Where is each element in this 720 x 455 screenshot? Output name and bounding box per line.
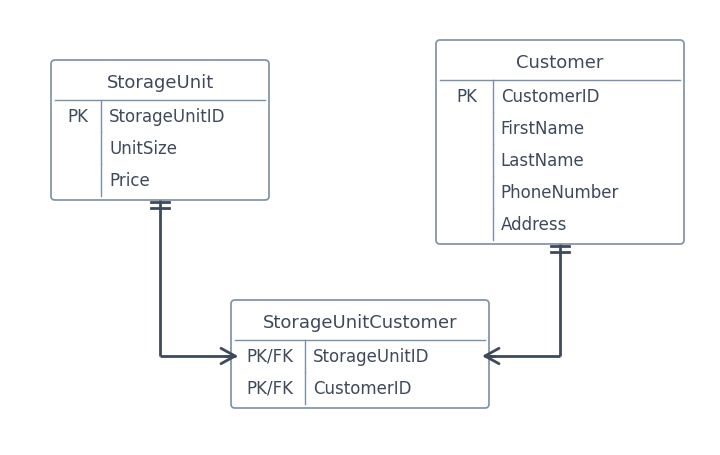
Text: StorageUnitCustomer: StorageUnitCustomer [263, 313, 457, 331]
Text: FirstName: FirstName [501, 120, 585, 138]
FancyBboxPatch shape [436, 41, 684, 244]
Text: PK: PK [456, 88, 477, 106]
Text: PK/FK: PK/FK [246, 379, 294, 397]
Text: CustomerID: CustomerID [313, 379, 412, 397]
Text: Price: Price [109, 172, 150, 190]
Text: StorageUnit: StorageUnit [107, 74, 214, 92]
Text: CustomerID: CustomerID [501, 88, 599, 106]
Text: PK/FK: PK/FK [246, 347, 294, 365]
FancyBboxPatch shape [51, 61, 269, 201]
FancyBboxPatch shape [231, 300, 489, 408]
Text: StorageUnitID: StorageUnitID [109, 108, 225, 126]
Text: PK: PK [68, 108, 89, 126]
Text: UnitSize: UnitSize [109, 140, 177, 157]
Text: LastName: LastName [501, 152, 585, 170]
Text: Customer: Customer [516, 54, 603, 72]
Text: PhoneNumber: PhoneNumber [501, 184, 619, 202]
Text: StorageUnitID: StorageUnitID [313, 347, 430, 365]
Text: Address: Address [501, 216, 567, 233]
